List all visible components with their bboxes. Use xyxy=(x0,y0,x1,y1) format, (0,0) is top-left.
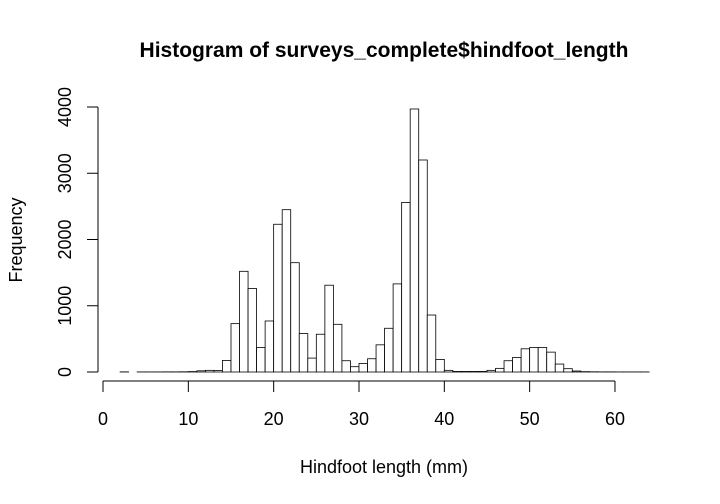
histogram-bar xyxy=(273,223,283,373)
histogram-bar xyxy=(452,371,462,373)
histogram-bar xyxy=(230,323,240,373)
x-tick-label: 10 xyxy=(178,409,198,429)
chart-title: Histogram of surveys_complete$hindfoot_l… xyxy=(140,39,629,62)
histogram-bar xyxy=(520,348,531,373)
histogram-bar xyxy=(486,369,496,373)
histogram-bar xyxy=(358,362,368,373)
x-tick-label: 0 xyxy=(98,409,108,429)
histogram-bar xyxy=(281,209,292,373)
histogram-bar xyxy=(495,367,505,373)
histogram-bar xyxy=(469,371,479,373)
y-tick-label: 0 xyxy=(55,367,75,377)
histogram-bar xyxy=(537,347,548,373)
histogram-bar xyxy=(409,108,420,373)
y-axis: 0 1000 2000 3000 4000 xyxy=(55,87,99,377)
x-tick-label: 40 xyxy=(434,409,454,429)
x-tick-label: 50 xyxy=(520,409,540,429)
histogram-bar xyxy=(512,357,522,373)
x-axis-label: Hindfoot length (mm) xyxy=(300,457,468,477)
histogram-bar xyxy=(290,262,300,373)
histogram-bar xyxy=(341,360,351,373)
histogram-bar xyxy=(256,347,266,373)
histogram-bar xyxy=(426,314,437,373)
histogram-bar xyxy=(435,359,445,373)
histogram-bar xyxy=(554,363,565,373)
histogram-bar xyxy=(571,370,582,373)
histogram-bar xyxy=(546,351,556,373)
x-tick-label: 20 xyxy=(264,409,284,429)
x-tick-label: 30 xyxy=(349,409,369,429)
x-tick-label: 60 xyxy=(605,409,625,429)
histogram-bar xyxy=(298,333,309,373)
histogram-bar xyxy=(478,371,488,373)
histogram-bar xyxy=(324,284,334,373)
histogram-bar xyxy=(392,283,403,373)
histogram-bar xyxy=(196,370,206,373)
histogram-bar xyxy=(384,327,394,373)
histogram-bar xyxy=(315,333,326,373)
histogram-bar xyxy=(307,357,317,373)
y-tick-label: 2000 xyxy=(55,219,75,259)
histogram-bar xyxy=(332,323,343,373)
x-axis: 0 10 20 30 40 50 60 xyxy=(98,380,625,429)
histogram-bar xyxy=(503,360,513,373)
y-tick-label: 3000 xyxy=(55,153,75,193)
bars xyxy=(119,108,650,373)
y-tick-label: 4000 xyxy=(55,87,75,127)
histogram-bar xyxy=(375,344,385,373)
histogram-bar xyxy=(367,358,377,373)
histogram-bar xyxy=(247,288,257,373)
histogram-bar xyxy=(264,320,275,373)
histogram-bar xyxy=(460,371,471,373)
histogram-bar xyxy=(213,370,223,373)
y-tick-label: 1000 xyxy=(55,286,75,326)
histogram-bar xyxy=(222,360,232,373)
histogram-bar xyxy=(401,201,411,373)
histogram-bar xyxy=(529,347,539,373)
histogram-bar xyxy=(563,368,573,373)
histogram-bar xyxy=(418,159,428,373)
histogram-bar xyxy=(443,369,454,373)
histogram-bar xyxy=(239,270,249,373)
histogram-bar xyxy=(350,366,360,373)
y-axis-label: Frequency xyxy=(6,197,26,282)
histogram-bar xyxy=(204,369,215,373)
